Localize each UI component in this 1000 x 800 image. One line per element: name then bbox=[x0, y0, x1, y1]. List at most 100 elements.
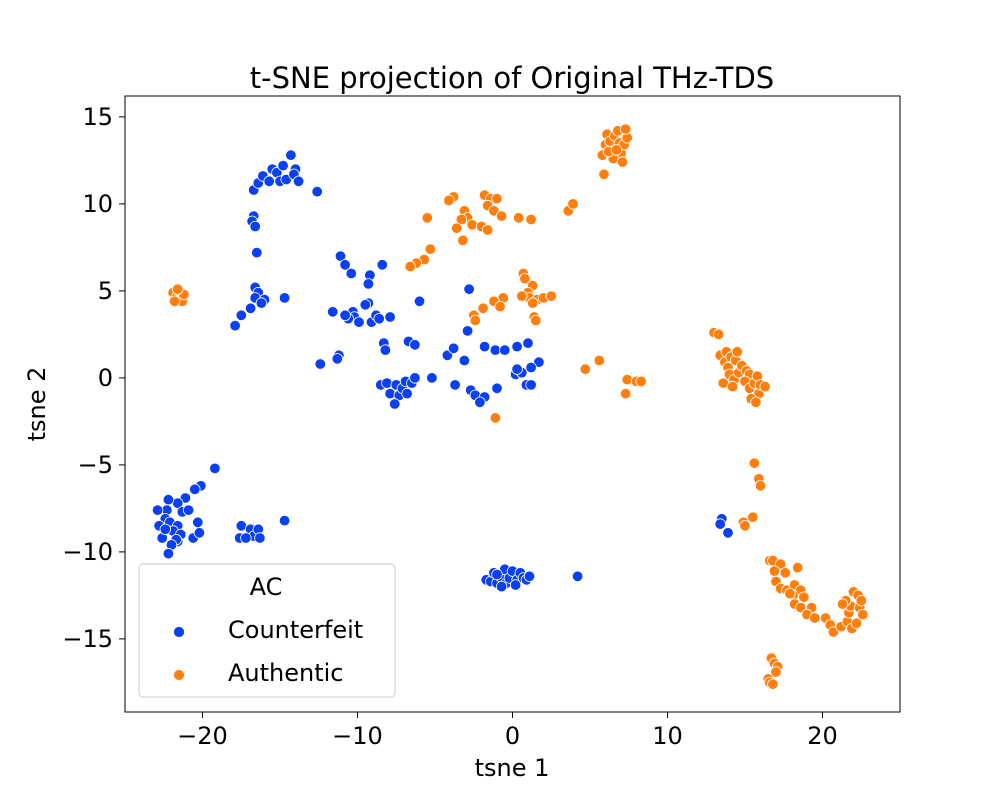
data-point bbox=[455, 213, 468, 226]
data-point bbox=[409, 372, 421, 384]
data-point bbox=[240, 532, 252, 544]
data-point bbox=[334, 250, 347, 262]
data-point bbox=[616, 156, 629, 168]
data-point bbox=[292, 175, 305, 188]
legend-label-counterfeit: Counterfeit bbox=[228, 616, 363, 644]
data-point bbox=[345, 267, 358, 280]
data-point bbox=[513, 212, 525, 224]
data-point bbox=[798, 591, 810, 603]
data-point bbox=[809, 612, 821, 624]
data-point bbox=[339, 259, 351, 271]
data-point bbox=[567, 198, 579, 210]
data-point bbox=[458, 354, 471, 367]
data-point bbox=[525, 361, 537, 374]
data-point bbox=[491, 192, 503, 205]
data-point bbox=[598, 168, 610, 181]
y-axis-label: tsne 2 bbox=[23, 367, 51, 442]
data-point bbox=[314, 358, 327, 370]
data-point bbox=[447, 342, 460, 355]
y-tick-label: 5 bbox=[98, 277, 113, 305]
data-point bbox=[182, 504, 195, 516]
y-axis-ticks: −15 −10 −5 0 5 10 15 bbox=[62, 103, 125, 653]
data-point bbox=[726, 380, 739, 393]
data-point bbox=[767, 678, 779, 690]
data-point bbox=[189, 483, 201, 496]
data-point bbox=[168, 295, 181, 308]
chart-title: t-SNE projection of Original THz-TDS bbox=[250, 61, 774, 95]
y-tick-label: −10 bbox=[62, 538, 113, 566]
legend-marker-authentic bbox=[173, 669, 185, 681]
legend-box bbox=[138, 563, 396, 698]
data-point bbox=[285, 149, 297, 161]
data-point bbox=[235, 309, 248, 322]
data-point bbox=[421, 212, 434, 224]
x-tick-label: −10 bbox=[332, 722, 383, 750]
data-point bbox=[466, 219, 478, 231]
data-point bbox=[511, 340, 523, 353]
data-point bbox=[426, 372, 438, 384]
data-point bbox=[327, 306, 339, 318]
data-point bbox=[193, 527, 206, 539]
data-point bbox=[209, 462, 221, 475]
data-point bbox=[855, 594, 868, 607]
data-point bbox=[359, 299, 372, 311]
data-point bbox=[525, 379, 537, 391]
data-point bbox=[162, 494, 175, 506]
data-point bbox=[545, 290, 558, 302]
data-point bbox=[477, 302, 489, 315]
x-tick-label: 20 bbox=[807, 722, 838, 750]
data-point bbox=[619, 123, 632, 135]
data-point bbox=[263, 175, 275, 188]
data-point bbox=[635, 375, 647, 388]
data-point bbox=[339, 309, 351, 322]
data-point bbox=[278, 292, 291, 304]
data-point bbox=[469, 314, 482, 327]
data-point bbox=[619, 387, 632, 400]
data-point bbox=[482, 224, 494, 236]
y-tick-label: 15 bbox=[82, 103, 113, 131]
data-point bbox=[451, 222, 463, 234]
data-point bbox=[311, 185, 323, 198]
legend-label-authentic: Authentic bbox=[228, 659, 344, 687]
y-tick-label: −5 bbox=[78, 451, 113, 479]
data-point bbox=[457, 234, 469, 247]
data-point bbox=[747, 511, 759, 523]
data-point bbox=[850, 617, 863, 630]
data-point bbox=[353, 316, 365, 328]
data-point bbox=[463, 283, 475, 295]
y-tick-label: 0 bbox=[98, 364, 113, 392]
data-point bbox=[413, 295, 426, 308]
data-point bbox=[759, 380, 771, 393]
data-point bbox=[522, 337, 534, 349]
data-point bbox=[229, 320, 241, 332]
points-layer bbox=[151, 123, 869, 690]
data-point bbox=[525, 213, 537, 226]
legend-title: AC bbox=[250, 573, 283, 601]
data-point bbox=[491, 568, 503, 581]
data-point bbox=[443, 194, 455, 207]
legend: AC Counterfeit Authentic bbox=[138, 563, 396, 698]
data-point bbox=[579, 363, 592, 375]
data-point bbox=[714, 518, 726, 530]
data-point bbox=[277, 159, 289, 172]
data-point bbox=[488, 205, 500, 217]
data-point bbox=[530, 314, 542, 327]
data-point bbox=[389, 398, 401, 410]
data-point bbox=[827, 626, 840, 638]
data-point bbox=[857, 608, 869, 621]
data-point bbox=[159, 523, 172, 536]
data-point bbox=[593, 354, 606, 367]
data-point bbox=[792, 561, 804, 574]
data-point bbox=[384, 311, 396, 323]
data-point bbox=[499, 344, 511, 356]
data-point bbox=[409, 339, 421, 351]
data-point bbox=[362, 278, 375, 290]
data-point bbox=[495, 210, 508, 222]
data-point bbox=[527, 297, 539, 309]
data-point bbox=[770, 666, 782, 678]
data-point bbox=[768, 565, 781, 577]
data-point bbox=[750, 396, 762, 409]
data-point bbox=[621, 373, 633, 386]
data-point bbox=[712, 328, 725, 341]
